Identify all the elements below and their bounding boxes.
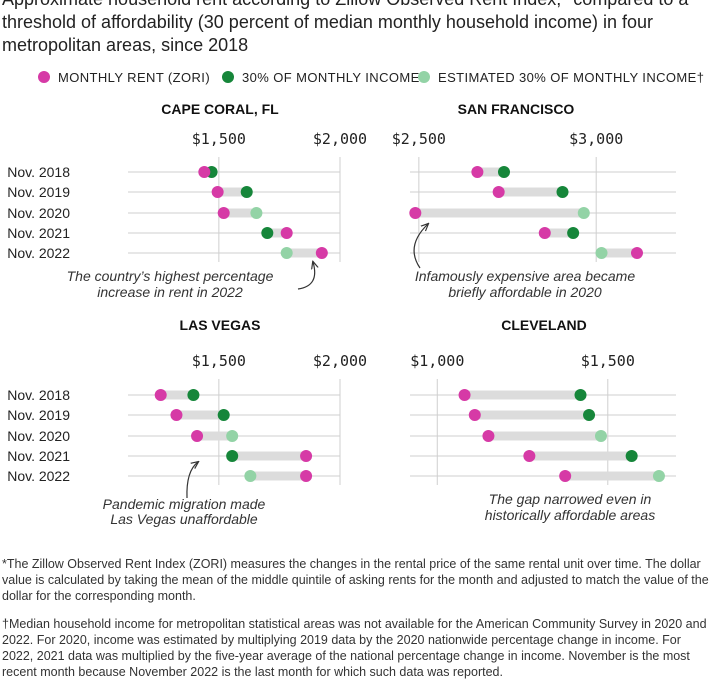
cape-coral-fl-rent-point	[217, 207, 230, 219]
cape-coral-fl-tick-label: $2,000	[313, 130, 367, 148]
cape-coral-fl-row-label: Nov. 2020	[7, 205, 70, 221]
las-vegas-income-point	[187, 389, 200, 401]
las-vegas-rent-point	[170, 409, 183, 421]
san-francisco-annotation-line: briefly affordable in 2020	[448, 284, 602, 300]
las-vegas-estimated-income-point	[226, 430, 239, 442]
footnote-zori: *The Zillow Observed Rent Index (ZORI) m…	[2, 557, 709, 603]
legend-item-rent: MONTHLY RENT (ZORI)	[38, 67, 210, 87]
cape-coral-fl-row-label: Nov. 2022	[7, 245, 70, 261]
legend-item-estimated: ESTIMATED 30% OF MONTHLY INCOME†	[418, 67, 704, 87]
cleveland-rent-point	[523, 450, 536, 462]
las-vegas-row-label: Nov. 2019	[7, 407, 70, 423]
las-vegas-annotation-arrow	[186, 462, 198, 499]
cleveland-rent-point	[468, 409, 481, 421]
cape-coral-fl-rent-point	[315, 247, 328, 259]
legend-income-label: 30% OF MONTHLY INCOME	[242, 69, 420, 85]
cape-coral-fl-income-point	[240, 186, 253, 198]
cleveland-estimated-income-point	[652, 470, 665, 482]
cleveland-rent-point	[559, 470, 572, 482]
las-vegas-rent-point	[300, 450, 313, 462]
san-francisco-income-point	[556, 186, 569, 198]
legend: MONTHLY RENT (ZORI) 30% OF MONTHLY INCOM…	[38, 67, 710, 87]
cleveland-tick-label: $1,500	[581, 352, 635, 370]
cleveland-annotation-line: historically affordable areas	[485, 507, 655, 523]
san-francisco-estimated-income-point	[595, 247, 608, 259]
footnote-income: †Median household income for metropolita…	[2, 617, 707, 679]
legend-item-income: 30% OF MONTHLY INCOME	[222, 67, 420, 87]
san-francisco-rent-point	[471, 166, 484, 178]
las-vegas-income-point	[217, 409, 230, 421]
footnotes: *The Zillow Observed Rent Index (ZORI) m…	[2, 556, 710, 692]
san-francisco-annotation-line: Infamously expensive area became	[415, 268, 635, 284]
san-francisco-rent-point	[538, 227, 551, 239]
las-vegas-row-label: Nov. 2022	[7, 468, 70, 484]
cape-coral-fl-row-label: Nov. 2019	[7, 184, 70, 200]
cape-coral-fl-estimated-income-point	[280, 247, 293, 259]
san-francisco-estimated-income-point	[577, 207, 590, 219]
legend-estimated-label: ESTIMATED 30% OF MONTHLY INCOME†	[438, 69, 705, 85]
cape-coral-fl-rent-point	[198, 166, 211, 178]
san-francisco-tick-label: $2,500	[392, 130, 446, 148]
cleveland-estimated-income-point	[594, 430, 607, 442]
las-vegas-row-label: Nov. 2021	[7, 448, 70, 464]
las-vegas-tick-label: $1,500	[192, 352, 246, 370]
cape-coral-fl-annotation-line: The country’s highest percentage	[67, 268, 274, 284]
cape-coral-fl-title: CAPE CORAL, FL	[161, 101, 279, 117]
san-francisco-annotation-arrow	[413, 224, 428, 269]
cape-coral-fl-row-label: Nov. 2018	[7, 164, 70, 180]
cleveland-rent-point	[458, 389, 471, 401]
cleveland-income-point	[625, 450, 638, 462]
las-vegas-annotation-line: Pandemic migration made	[103, 496, 266, 512]
las-vegas-estimated-income-point	[244, 470, 257, 482]
cleveland-annotation-line: The gap narrowed even in	[489, 491, 652, 507]
san-francisco-tick-label: $3,000	[569, 130, 623, 148]
cleveland-rent-point	[482, 430, 495, 442]
las-vegas-title: LAS VEGAS	[180, 317, 261, 333]
chart-subtitle: Approximate household rent according to …	[2, 0, 688, 55]
las-vegas-income-point	[226, 450, 239, 462]
cape-coral-fl-estimated-income-point	[250, 207, 263, 219]
dot-range-charts: CAPE CORAL, FL $1,500 $2,000 Nov. 2018 Nov. …	[7, 101, 676, 527]
san-francisco-title: SAN FRANCISCO	[458, 101, 575, 117]
cape-coral-fl-income-point	[261, 227, 274, 239]
san-francisco-income-point	[497, 166, 510, 178]
san-francisco-rent-point	[630, 247, 643, 259]
cleveland-title: CLEVELAND	[501, 317, 587, 333]
san-francisco-rent-point	[409, 207, 422, 219]
legend-income-swatch	[222, 71, 234, 83]
las-vegas-rent-point	[300, 470, 313, 482]
san-francisco-income-point	[567, 227, 580, 239]
cape-coral-fl-annotation-arrow	[297, 262, 315, 290]
legend-estimated-swatch	[418, 71, 430, 83]
las-vegas-row-label: Nov. 2018	[7, 387, 70, 403]
cape-coral-fl-rent-point	[211, 186, 224, 198]
cleveland-tick-label: $1,000	[410, 352, 464, 370]
cleveland-income-point	[583, 409, 596, 421]
san-francisco-rent-point	[492, 186, 505, 198]
las-vegas-row-label: Nov. 2020	[7, 428, 70, 444]
las-vegas-tick-label: $2,000	[313, 352, 367, 370]
cleveland-income-point	[574, 389, 587, 401]
las-vegas-rent-point	[154, 389, 167, 401]
cape-coral-fl-annotation-line: increase in rent in 2022	[97, 284, 243, 300]
las-vegas-rent-point	[191, 430, 204, 442]
las-vegas-annotation-line: Las Vegas unaffordable	[110, 511, 258, 527]
legend-rent-label: MONTHLY RENT (ZORI)	[58, 69, 211, 85]
cape-coral-fl-rent-point	[280, 227, 293, 239]
legend-rent-swatch	[38, 71, 50, 83]
cape-coral-fl-tick-label: $1,500	[192, 130, 246, 148]
cape-coral-fl-row-label: Nov. 2021	[7, 225, 70, 241]
